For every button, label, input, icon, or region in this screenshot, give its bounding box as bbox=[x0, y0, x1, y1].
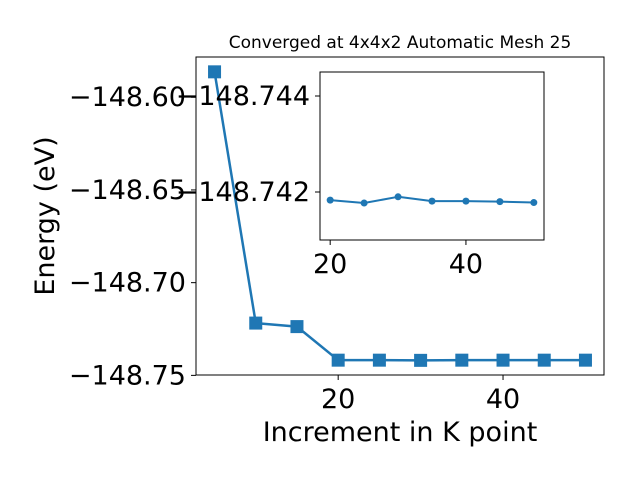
main-series-line bbox=[213, 71, 586, 362]
main-data-point bbox=[290, 320, 304, 334]
main-y-tick-label: −148.65 bbox=[69, 175, 186, 206]
main-data-point bbox=[496, 353, 510, 367]
inset-y-tick-label: −148.744 bbox=[176, 81, 310, 112]
inset-plot-frame bbox=[319, 71, 545, 241]
main-data-point bbox=[578, 353, 592, 367]
inset-y-tick-label: −148.742 bbox=[176, 177, 310, 208]
main-chart: 20 40 −148.60−148.65−148.70−148.75 Conver… bbox=[30, 33, 605, 448]
main-data-point bbox=[414, 353, 428, 367]
y-axis-label: Energy (eV) bbox=[30, 136, 61, 295]
main-x-tick-label: 40 bbox=[486, 384, 520, 415]
inset-x-tick-label: 40 bbox=[449, 249, 483, 280]
main-data-point bbox=[249, 316, 263, 330]
inset-data-point bbox=[428, 197, 436, 205]
main-y-tick-label: −148.60 bbox=[69, 82, 186, 113]
inset-data-point bbox=[360, 199, 368, 207]
main-y-tick-label: −148.70 bbox=[69, 268, 186, 299]
inset-data-point bbox=[394, 193, 402, 201]
inset-x-ticks: 20 40 bbox=[313, 240, 483, 280]
main-y-tick-label: −148.75 bbox=[69, 360, 186, 391]
inset-x-tick-label: 20 bbox=[313, 249, 347, 280]
chart-title: Converged at 4x4x2 Automatic Mesh 25 bbox=[229, 33, 572, 53]
main-plot-frame bbox=[195, 56, 605, 376]
inset-background bbox=[320, 72, 544, 240]
main-data-point bbox=[372, 353, 386, 367]
inset-chart: 20 40 −148.744−148.742 bbox=[176, 71, 545, 280]
main-x-ticks: 20 40 bbox=[321, 375, 520, 415]
inset-series bbox=[326, 193, 538, 207]
inset-data-point bbox=[530, 199, 538, 207]
main-data-point bbox=[208, 65, 222, 79]
inset-data-point bbox=[496, 198, 504, 206]
inset-data-point bbox=[462, 197, 470, 205]
inset-y-ticks: −148.744 −148.742 bbox=[176, 81, 320, 208]
main-x-tick-label: 20 bbox=[321, 384, 355, 415]
main-data-point bbox=[455, 353, 469, 367]
inset-data-point bbox=[326, 196, 334, 204]
main-y-ticks: −148.60 −148.65 −148.70 −148.75 bbox=[69, 82, 196, 391]
main-series bbox=[208, 65, 592, 367]
main-data-point bbox=[331, 353, 345, 367]
main-data-point bbox=[537, 353, 551, 367]
x-axis-label: Increment in K point bbox=[263, 417, 538, 448]
